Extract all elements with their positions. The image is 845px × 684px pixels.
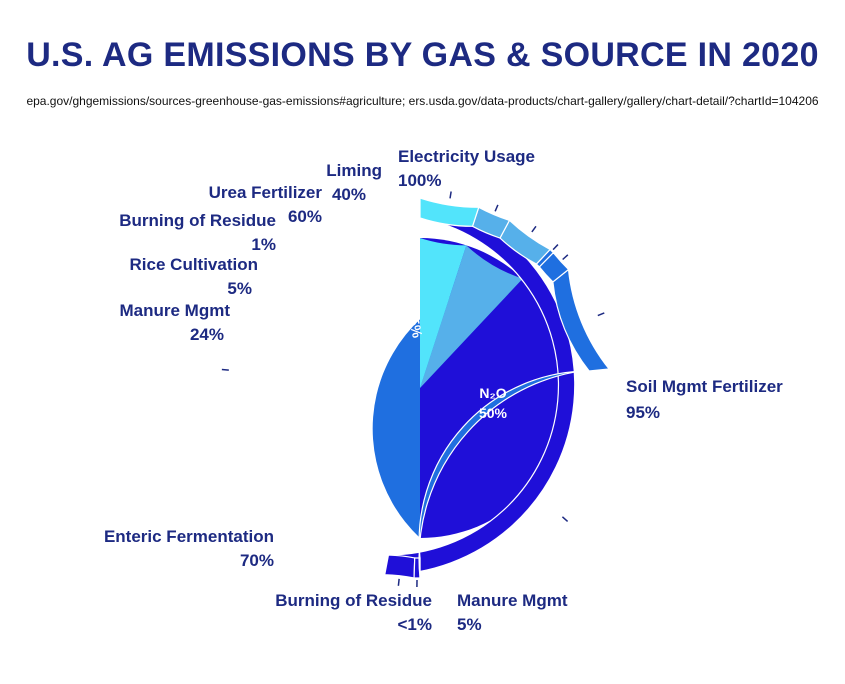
- outer-name-fluorides-electricity-usage: Electricity Usage: [398, 147, 535, 166]
- outer-name-ch4-burning-of-residue: Burning of Residue: [119, 211, 276, 230]
- leader-co2-liming: [494, 204, 499, 212]
- outer-labels: Soil Mgmt Fertilizer 95% Manure Mgmt 5% Burn…: [104, 147, 783, 634]
- outer-name-n2o-soil-mgmt-fertilizer: Soil Mgmt Fertilizer: [626, 377, 783, 396]
- outer-value-ch4-burning-of-residue: 1%: [251, 235, 276, 254]
- ring-segment-n2o-manure-mgmt: [384, 554, 416, 579]
- pie-slice-co2: [420, 245, 523, 388]
- outer-value-n2o-burning-of-residue: <1%: [398, 615, 433, 634]
- inner-name-co2: CO₂: [352, 274, 379, 290]
- ring-segment-fluorides-electricity-usage: [419, 197, 480, 227]
- outer-value-co2-liming: 40%: [332, 185, 366, 204]
- leader-co2-urea-fertilizer: [531, 225, 537, 233]
- source-citation: epa.gov/ghgemissions/sources-greenhouse-…: [26, 94, 819, 108]
- inner-name-n2o: N₂O: [479, 385, 506, 401]
- outer-value-fluorides-electricity-usage: 100%: [398, 171, 441, 190]
- inner-value-co2: 7%: [356, 294, 377, 310]
- inner-name-ch4: CH₄: [335, 385, 362, 401]
- outer-name-ch4-enteric-fermentation: Enteric Fermentation: [104, 527, 274, 546]
- inner-value-ch4: 38%: [334, 405, 363, 421]
- inner-value-n2o: 50%: [479, 405, 508, 421]
- outer-name-co2-urea-fertilizer: Urea Fertilizer: [209, 183, 323, 202]
- outer-value-ch4-rice-cultivation: 5%: [227, 279, 252, 298]
- leader-ch4-burning-of-residue: [552, 244, 559, 251]
- outer-name-n2o-burning-of-residue: Burning of Residue: [275, 591, 432, 610]
- outer-value-ch4-manure-mgmt: 24%: [190, 325, 224, 344]
- leader-n2o-manure-mgmt: [397, 578, 400, 586]
- leader-n2o-soil-mgmt-fertilizer: [221, 368, 229, 371]
- leader-ch4-rice-cultivation: [562, 254, 569, 261]
- outer-value-n2o-soil-mgmt-fertilizer: 95%: [626, 403, 660, 422]
- pie-slice-ch4: [372, 278, 523, 538]
- leader-ch4-enteric-fermentation: [561, 516, 569, 523]
- pie-slice-fluorides: [420, 238, 467, 388]
- outer-value-n2o-manure-mgmt: 5%: [457, 615, 482, 634]
- outer-value-co2-urea-fertilizer: 60%: [288, 207, 322, 226]
- outer-name-n2o-manure-mgmt: Manure Mgmt: [457, 591, 568, 610]
- outer-name-ch4-rice-cultivation: Rice Cultivation: [130, 255, 258, 274]
- leader-ch4-manure-mgmt: [597, 312, 605, 317]
- outer-ring: [384, 197, 611, 579]
- outer-name-ch4-manure-mgmt: Manure Mgmt: [120, 301, 231, 320]
- outer-name-co2-liming: Liming: [326, 161, 382, 180]
- chart-title: U.S. AG EMISSIONS BY GAS & SOURCE IN 202…: [26, 36, 819, 74]
- leader-fluorides-electricity-usage: [449, 191, 452, 199]
- inner-pie: [372, 238, 570, 538]
- outer-value-ch4-enteric-fermentation: 70%: [240, 551, 274, 570]
